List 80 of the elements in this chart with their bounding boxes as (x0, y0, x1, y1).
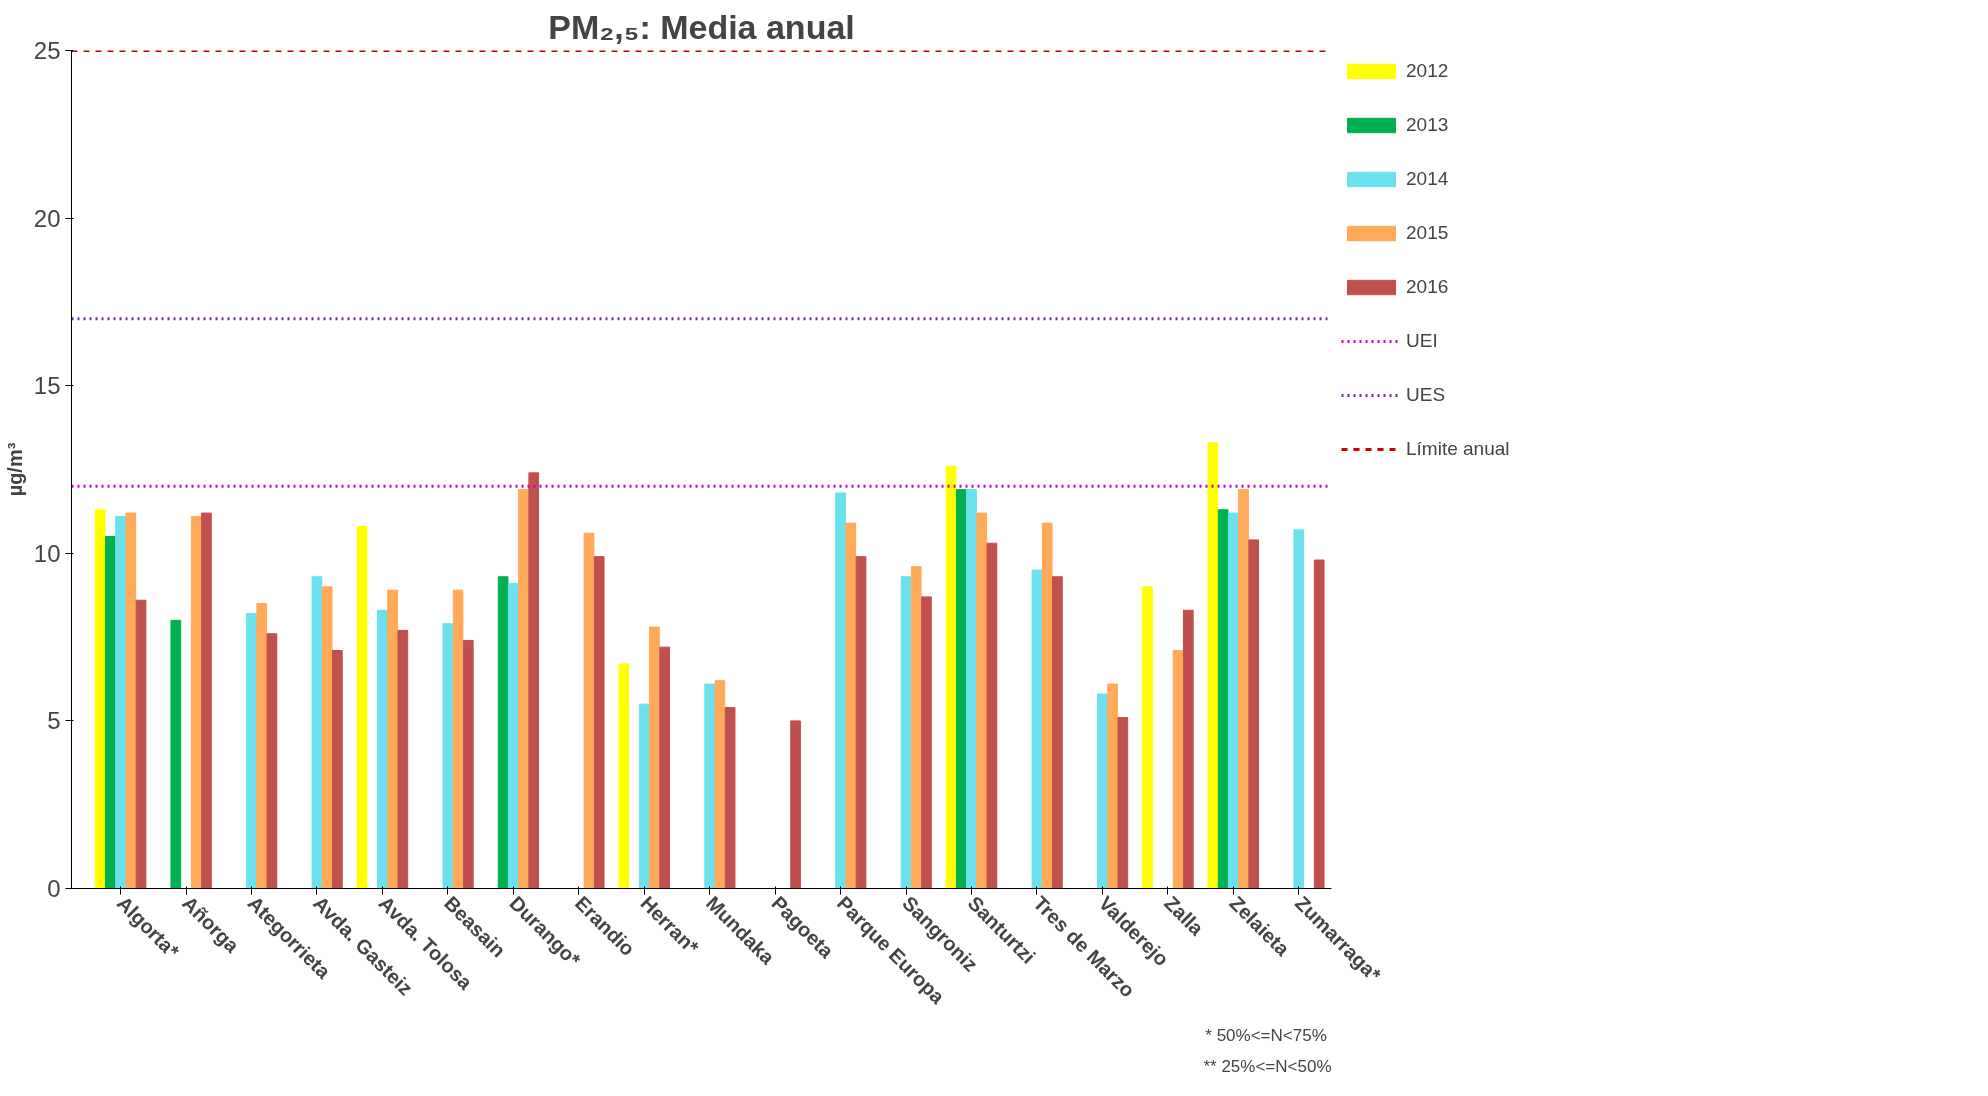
bar (125, 512, 137, 889)
bar (976, 512, 988, 889)
bar (1097, 693, 1108, 889)
y-tick-label: 15 (33, 372, 61, 400)
bar (105, 536, 116, 889)
bar (704, 683, 716, 889)
bar (442, 623, 454, 889)
legend-label: 2015 (1406, 222, 1449, 244)
y-tick-label: 0 (47, 875, 61, 902)
bar (246, 613, 257, 889)
bar (659, 646, 670, 889)
bar (1313, 559, 1325, 889)
bar (845, 522, 857, 889)
bar (528, 472, 540, 889)
bar (135, 599, 147, 889)
bar (1117, 717, 1129, 889)
bar (170, 619, 182, 889)
bar (638, 703, 650, 889)
bar (1142, 586, 1153, 889)
y-tick-label: 5 (47, 707, 61, 735)
bar (190, 515, 202, 889)
bar (1172, 650, 1184, 889)
bar (397, 629, 409, 889)
bar (115, 515, 126, 889)
bar (1293, 529, 1305, 889)
bar (452, 589, 464, 889)
legend-label: UEI (1406, 330, 1438, 352)
bar (1041, 522, 1053, 889)
bar (790, 720, 801, 889)
bar (986, 542, 998, 889)
bar (855, 556, 867, 889)
bar (497, 576, 509, 889)
bar (1107, 683, 1118, 889)
bar (462, 639, 474, 889)
legend-label: UES (1406, 384, 1446, 406)
bar (518, 489, 529, 889)
legend-label: 2012 (1406, 60, 1449, 82)
bar (387, 589, 398, 889)
bar (256, 603, 268, 889)
bar (1217, 509, 1229, 889)
bar (618, 663, 630, 889)
bar (649, 626, 660, 889)
bar (724, 706, 736, 889)
bar (910, 566, 922, 889)
bar (1238, 489, 1249, 889)
bar (266, 633, 278, 889)
y-tick-label: 10 (33, 539, 61, 567)
bar (583, 532, 595, 889)
bar (1248, 539, 1260, 889)
y-axis-title: µg/m³ (3, 442, 26, 497)
bar (900, 576, 912, 889)
legend-label: Límite anual (1406, 438, 1510, 460)
bar (1031, 569, 1043, 889)
legend-label: 2016 (1406, 276, 1449, 298)
text: * 50%<=N<75% (1205, 1025, 1327, 1045)
bar (1052, 576, 1063, 889)
bar (507, 582, 519, 889)
bar (332, 650, 343, 889)
y-tick-label: 25 (33, 37, 61, 64)
bar (311, 576, 323, 889)
bar (356, 525, 368, 889)
bar (1207, 442, 1219, 889)
bar (201, 512, 212, 889)
chart-title: PM₂,₅: Media anual (548, 7, 855, 46)
bar (714, 680, 726, 889)
bar (945, 465, 957, 889)
legend-label: 2013 (1406, 114, 1449, 136)
bar (321, 586, 333, 889)
bar (1182, 609, 1194, 889)
text: ** 25%<=N<50% (1203, 1056, 1332, 1076)
bar (835, 492, 846, 889)
bar (1227, 512, 1239, 889)
bar (377, 609, 388, 889)
legend-label: 2014 (1406, 168, 1449, 190)
bar (94, 509, 106, 889)
y-tick-label: 20 (33, 204, 61, 232)
bar (593, 556, 605, 889)
bar (955, 489, 967, 889)
bar (921, 596, 932, 889)
bar (966, 489, 977, 889)
